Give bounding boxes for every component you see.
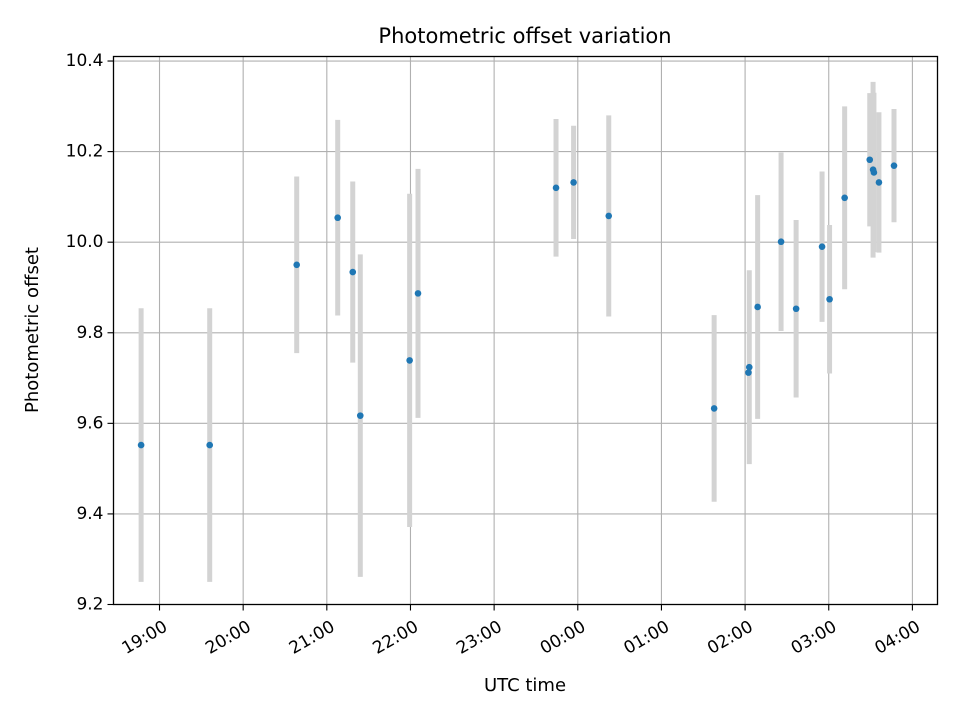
data-point	[792, 305, 800, 313]
y-tick-label: 9.4	[76, 504, 103, 524]
data-point	[570, 179, 577, 186]
data-point	[349, 268, 357, 276]
data-point	[605, 212, 613, 220]
data-point	[293, 261, 301, 269]
y-axis-ticks: 9.2 9.4 9.6 9.8 10.0 10.2 10.4	[66, 51, 114, 615]
data-point	[754, 303, 761, 311]
y-tick-label: 9.6	[76, 413, 103, 433]
data-point	[826, 295, 833, 303]
y-tick-label: 10.2	[66, 142, 104, 162]
data-point	[745, 369, 752, 376]
y-tick-label: 9.8	[76, 323, 103, 343]
y-tick-label: 9.2	[76, 595, 103, 615]
data-point	[745, 363, 753, 371]
data-point	[875, 179, 883, 186]
data-point	[818, 243, 826, 251]
plot-frame	[112, 55, 939, 606]
data-point	[206, 441, 214, 449]
y-axis-label: Photometric offset	[22, 247, 43, 413]
data-point	[710, 405, 718, 412]
data-point	[552, 184, 560, 192]
x-axis-label: UTC time	[484, 675, 566, 696]
data-point	[406, 357, 413, 364]
data-point	[356, 412, 364, 419]
data-point	[777, 238, 785, 246]
y-tick-label: 10.0	[66, 232, 104, 252]
y-tick-label: 10.4	[66, 51, 104, 71]
data-point	[841, 194, 848, 202]
data-point	[866, 156, 874, 164]
data-point	[890, 162, 898, 169]
data-point	[137, 441, 145, 449]
data-point	[870, 169, 878, 176]
chart-title: Photometric offset variation	[378, 24, 671, 48]
data-point	[334, 214, 341, 222]
data-point	[414, 290, 422, 297]
data-points	[137, 156, 898, 449]
